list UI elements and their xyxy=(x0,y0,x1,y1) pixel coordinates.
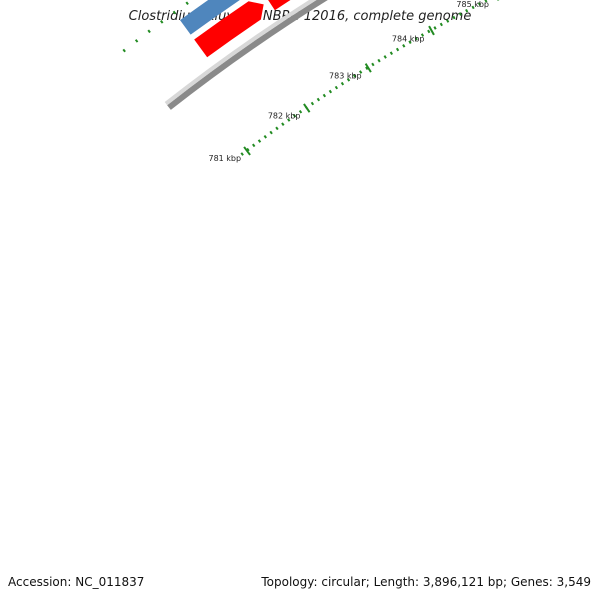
scale-tick xyxy=(303,103,311,113)
scale-tick xyxy=(364,63,372,73)
scale-dot xyxy=(465,8,469,13)
backbone-highlight xyxy=(164,0,317,106)
scale-dot xyxy=(310,101,315,106)
scale-dot xyxy=(371,62,375,67)
scale-tick xyxy=(428,25,435,36)
scale-tick-label: 784 kbp xyxy=(392,34,425,43)
scale-dot xyxy=(269,130,273,135)
scale-tick-label: 782 kbp xyxy=(268,111,301,120)
scale-dot xyxy=(395,47,400,52)
scale-dot xyxy=(275,126,279,131)
scale-dot xyxy=(246,147,250,152)
outer-scale-dot xyxy=(160,20,164,24)
scale-dot xyxy=(287,118,291,122)
scale-dot xyxy=(252,143,256,148)
scale-dot xyxy=(257,139,262,143)
outer-scale-dot xyxy=(172,10,177,15)
scale-dot xyxy=(414,36,418,41)
scale-dot xyxy=(365,66,369,71)
scale-dot xyxy=(427,29,431,34)
accession-text: Accession: NC_011837 xyxy=(8,575,145,589)
scale-tick xyxy=(243,146,251,156)
backbone-arc xyxy=(167,0,329,110)
scale-dot xyxy=(316,97,321,102)
scale-dot xyxy=(334,85,339,90)
scale-dot xyxy=(408,40,412,45)
scale-dot xyxy=(484,0,488,3)
cog-track xyxy=(180,0,240,35)
outer-scale-dot xyxy=(185,1,189,6)
scale-dot xyxy=(383,55,387,59)
cds-arrow-ckr_0705[interactable] xyxy=(194,1,264,58)
scale-dot xyxy=(352,74,357,78)
scale-dot xyxy=(477,2,482,6)
scale-dot xyxy=(471,5,475,10)
scale-dot xyxy=(446,19,450,23)
scale-dot xyxy=(340,81,345,86)
scale-dot xyxy=(420,33,425,37)
scale-dot xyxy=(328,89,333,94)
scale-dot xyxy=(439,22,443,27)
cog-band-ckr_0705 xyxy=(180,0,240,35)
outer-scale-dot xyxy=(122,48,126,53)
topology-text: Topology: circular; Length: 3,896,121 bp… xyxy=(261,575,591,589)
outer-scale-dot xyxy=(147,29,151,34)
scale-tick-label: 783 kbp xyxy=(329,72,362,81)
scale-dot xyxy=(359,70,363,74)
scale-dot xyxy=(292,114,297,118)
outer-scale-dot xyxy=(134,39,139,43)
scale-tick-label: 781 kbp xyxy=(208,154,241,163)
scale-dot xyxy=(433,26,437,30)
scale-dot xyxy=(322,93,327,98)
scale-dot xyxy=(240,152,244,156)
backbone-layer xyxy=(164,0,329,110)
scale-dot xyxy=(281,122,285,126)
scale-dot xyxy=(389,51,394,56)
cds-track xyxy=(194,0,318,58)
cds-arrow-ckr_0706[interactable] xyxy=(263,0,318,11)
scale-dot xyxy=(452,15,456,20)
scale-dot xyxy=(458,12,462,16)
scale-dot xyxy=(377,58,381,63)
scale-dot xyxy=(346,77,351,82)
scale-tick-label: 785 kbp xyxy=(456,0,489,9)
scale-dot xyxy=(298,109,303,114)
scale-dot xyxy=(263,135,267,139)
scale-dot xyxy=(402,44,406,48)
